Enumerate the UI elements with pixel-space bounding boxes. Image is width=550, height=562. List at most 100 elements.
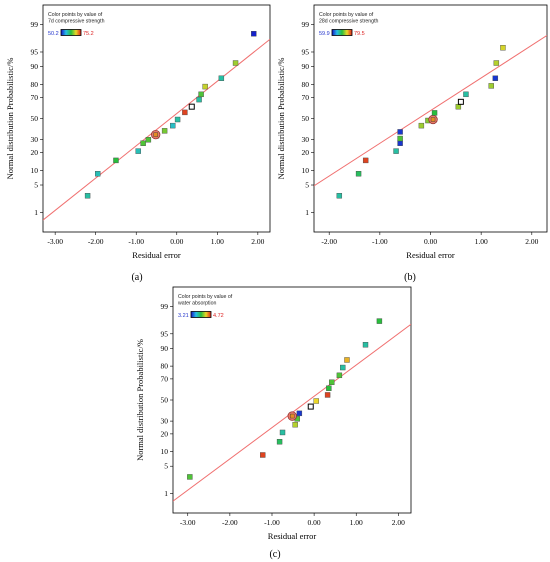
panel-label: (c)	[269, 549, 280, 560]
legend-max-label: 4.72	[213, 313, 224, 319]
x-tick-label: 0.00	[424, 237, 437, 246]
y-tick-label: 50	[302, 114, 310, 123]
y-tick-label: 80	[161, 362, 169, 371]
y-tick-label: 30	[161, 417, 169, 426]
x-axis-title: Residual error	[406, 250, 455, 260]
data-point	[260, 452, 266, 458]
data-point	[418, 122, 425, 129]
y-tick-label: 80	[302, 80, 310, 89]
x-tick-label: -1.00	[372, 237, 388, 246]
x-tick-label: -3.00	[180, 518, 196, 527]
data-point	[492, 75, 499, 81]
legend-color-bar	[190, 311, 212, 318]
x-tick-label: -2.00	[321, 237, 337, 246]
y-tick-label: 99	[31, 20, 39, 29]
y-axis-title: Normal distribution Probabilistic/%	[276, 58, 286, 180]
legend-color-bar	[331, 29, 353, 36]
legend-title-line: Color points by value of	[48, 12, 103, 18]
data-point	[393, 148, 399, 154]
data-point-selected	[457, 98, 464, 105]
data-point	[326, 385, 332, 391]
panel-label: (b)	[404, 272, 416, 283]
data-point	[488, 83, 494, 89]
legend-max-label: 79.5	[354, 31, 365, 37]
y-tick-label: 50	[31, 114, 39, 123]
x-tick-label: -2.00	[222, 518, 238, 527]
data-point	[196, 96, 202, 103]
data-point	[431, 110, 438, 116]
data-point	[397, 129, 403, 135]
data-point	[161, 128, 168, 134]
data-point	[362, 342, 369, 348]
data-point	[276, 439, 283, 445]
data-point	[340, 364, 346, 371]
data-point	[397, 140, 403, 146]
x-tick-label: 0.00	[308, 518, 321, 527]
y-tick-label: 90	[302, 62, 310, 71]
data-point	[324, 392, 331, 398]
data-point	[292, 421, 298, 428]
legend-title-line: Color points by value of	[178, 294, 233, 300]
data-point-selected	[307, 403, 314, 410]
data-point	[202, 83, 208, 90]
y-tick-label: 1	[164, 489, 168, 498]
y-tick-label: 95	[161, 329, 169, 338]
y-tick-label: 5	[34, 181, 38, 190]
data-point	[279, 429, 286, 436]
data-point	[153, 132, 158, 137]
x-tick-label: 0.00	[170, 237, 183, 246]
x-tick-label: -2.00	[88, 237, 104, 246]
plot-frame	[172, 286, 412, 514]
x-tick-label: -1.00	[264, 518, 280, 527]
y-tick-label: 5	[164, 462, 168, 471]
data-point	[135, 148, 141, 154]
data-point	[455, 103, 462, 110]
y-tick-label: 30	[302, 135, 310, 144]
x-tick-label: 1.00	[350, 518, 363, 527]
y-tick-label: 20	[31, 148, 39, 157]
data-point	[95, 171, 101, 177]
y-tick-label: 70	[31, 93, 39, 102]
legend-min-label: 59.9	[319, 31, 330, 37]
legend-title-line: 7d compressive strength	[48, 19, 105, 25]
data-point	[355, 171, 362, 177]
data-point	[500, 45, 506, 51]
data-point	[218, 75, 225, 81]
data-point	[376, 318, 383, 324]
legend-min-label: 50.2	[48, 31, 59, 37]
y-tick-label: 90	[161, 344, 169, 353]
data-point	[187, 474, 193, 480]
data-point	[174, 116, 181, 123]
data-point	[329, 379, 335, 385]
chart-panel-a: 1 5 10 20 30 50 70 80 90 95 99 -3.00 -2.00 -1.00 0.00 1…	[5, 4, 271, 283]
legend-title-line: Color points by value of	[319, 12, 374, 18]
data-point	[170, 122, 176, 129]
y-tick-label: 90	[31, 62, 39, 71]
y-tick-label: 80	[31, 80, 39, 89]
data-point	[336, 193, 343, 199]
panel-label: (a)	[131, 272, 142, 283]
y-tick-label: 99	[302, 20, 310, 29]
data-point	[336, 372, 343, 379]
y-tick-label: 20	[302, 148, 310, 157]
legend-title-line: 28d compressive strength	[319, 19, 379, 25]
y-tick-label: 95	[31, 47, 39, 56]
y-tick-label: 1	[34, 208, 38, 217]
y-tick-label: 30	[31, 135, 39, 144]
y-tick-label: 5	[305, 181, 309, 190]
data-point	[84, 193, 91, 199]
fit-line	[314, 35, 547, 187]
chart-panel-c: 1 5 10 20 30 50 70 80 90 95 99 -3.00 -2.00 -1.00 0.00 1…	[135, 286, 412, 560]
data-point	[313, 398, 319, 404]
data-point	[290, 413, 295, 419]
y-tick-label: 50	[161, 396, 169, 405]
x-tick-label: 2.00	[525, 237, 538, 246]
legend-min-label: 3.21	[178, 313, 189, 319]
legend-title-line: water absorption	[178, 301, 216, 307]
data-point	[463, 91, 469, 98]
y-tick-label: 70	[161, 374, 169, 383]
data-point	[145, 137, 152, 143]
legend-max-label: 75.2	[83, 31, 94, 37]
data-point	[182, 109, 188, 116]
